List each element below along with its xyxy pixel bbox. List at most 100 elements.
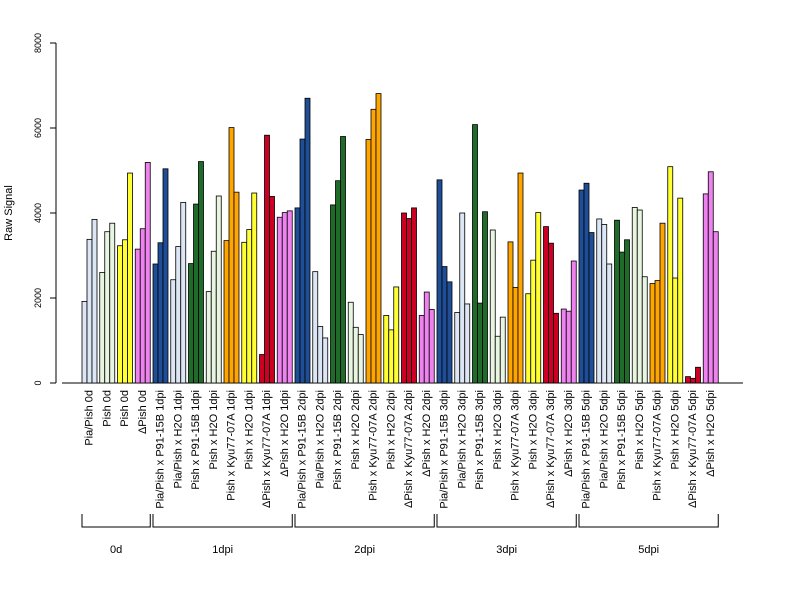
- bar: [619, 251, 625, 384]
- group-brackets: 0d 1dpi 2dpi 3dpi 5dpi: [81, 514, 719, 556]
- bar: [215, 195, 222, 384]
- bar: [299, 138, 306, 384]
- bar: [144, 162, 151, 384]
- bar: [707, 171, 714, 384]
- category-label: Pish x H2O 1dpi: [243, 390, 255, 469]
- bar: [636, 209, 643, 384]
- category-label: ΔPish x H2O 5dpi: [705, 390, 717, 477]
- bar: [428, 309, 435, 384]
- category-label: ΔPish x H2O 2dpi: [421, 390, 433, 477]
- category-label: Pia/Pish 0d: [84, 390, 96, 446]
- category-label: Pia/Pish x P91-15B 1dpi: [155, 390, 167, 509]
- bar: [659, 222, 666, 384]
- bar: [489, 229, 496, 384]
- y-tick-label: 6000: [33, 118, 43, 138]
- bar: [294, 207, 301, 384]
- bar: [702, 193, 709, 384]
- category-label: Pish x P91-15B 3dpi: [474, 390, 486, 490]
- y-tick-label: 2000: [33, 288, 43, 308]
- bar: [606, 263, 613, 384]
- bar: [411, 207, 417, 384]
- bar: [685, 376, 691, 384]
- bar: [578, 189, 585, 384]
- category-label: Pish x Kyu77-07A 1dpi: [226, 390, 238, 501]
- bar: [99, 272, 106, 384]
- bar: [139, 228, 146, 384]
- bar: [507, 241, 514, 384]
- bar: [401, 212, 407, 384]
- bar: [157, 242, 164, 384]
- group-label: 5dpi: [638, 544, 659, 556]
- bar: [712, 231, 719, 384]
- bar: [601, 224, 608, 384]
- category-label: ΔPish 0d: [137, 390, 149, 434]
- group-label: 3dpi: [496, 544, 517, 556]
- bar: [565, 310, 572, 384]
- group-label: 1dpi: [212, 544, 233, 556]
- bar: [436, 179, 443, 384]
- bar: [624, 239, 630, 384]
- bar: [695, 366, 701, 384]
- bar: [654, 280, 661, 384]
- category-label: Pia/Pish x H2O 3dpi: [456, 390, 468, 488]
- category-label: ΔPish x Kyu77-07A 3dpi: [545, 390, 557, 508]
- bar: [649, 283, 656, 384]
- bar: [560, 308, 567, 384]
- bar: [205, 291, 212, 384]
- category-label: Pia/Pish x H2O 2dpi: [314, 390, 326, 488]
- bar: [312, 271, 319, 384]
- y-tick-label: 0: [33, 380, 43, 385]
- bar: [553, 312, 559, 384]
- bar: [418, 315, 425, 384]
- bar: [477, 302, 483, 384]
- bar: [175, 246, 182, 384]
- bar: [365, 139, 372, 384]
- bar: [347, 301, 354, 384]
- bar: [223, 240, 230, 384]
- bar: [246, 229, 253, 384]
- bar: [193, 203, 199, 384]
- bar: [614, 219, 620, 384]
- bar: [446, 281, 453, 384]
- bar: [264, 134, 270, 384]
- bar: [104, 231, 111, 384]
- bar: [393, 286, 400, 384]
- bar: [459, 212, 466, 384]
- category-label: Pish x H2O 2dpi: [350, 390, 362, 469]
- category-label: Pish x Kyu77-07A 2dpi: [368, 390, 380, 501]
- bar: [454, 312, 461, 384]
- category-label: Pish x H2O 2dpi: [385, 390, 397, 469]
- y-axis-label: Raw Signal: [3, 185, 15, 241]
- group-bracket: [294, 514, 435, 528]
- bar: [352, 326, 359, 384]
- category-label: Pish 0d: [119, 390, 131, 427]
- bar: [170, 279, 177, 384]
- bar: [330, 204, 336, 384]
- category-labels: Pia/Pish 0d Pish 0d Pish 0d ΔPish 0d Pia/Pis…: [84, 390, 717, 509]
- group-bracket: [578, 514, 719, 528]
- bar: [548, 242, 554, 384]
- bar: [441, 266, 448, 384]
- bar: [340, 136, 346, 384]
- bar: [251, 192, 258, 384]
- bar: [525, 293, 532, 384]
- category-label: Pish x H2O 3dpi: [527, 390, 539, 469]
- bar: [134, 248, 141, 384]
- bar: [583, 182, 590, 384]
- bar: [81, 300, 88, 384]
- category-label: Pish 0d: [101, 390, 113, 427]
- category-label: Pia/Pish x P91-15B 5dpi: [581, 390, 593, 509]
- bar: [228, 127, 235, 384]
- group-bracket: [436, 514, 577, 528]
- bar: [512, 286, 519, 384]
- bar: [304, 97, 311, 384]
- bar: [535, 212, 542, 384]
- bar: [91, 218, 98, 384]
- bar: [259, 354, 265, 384]
- y-tick-label: 8000: [33, 33, 43, 53]
- bar: [162, 168, 169, 384]
- group-label: 2dpi: [354, 544, 375, 556]
- bar: [464, 303, 471, 384]
- bar: [499, 316, 506, 384]
